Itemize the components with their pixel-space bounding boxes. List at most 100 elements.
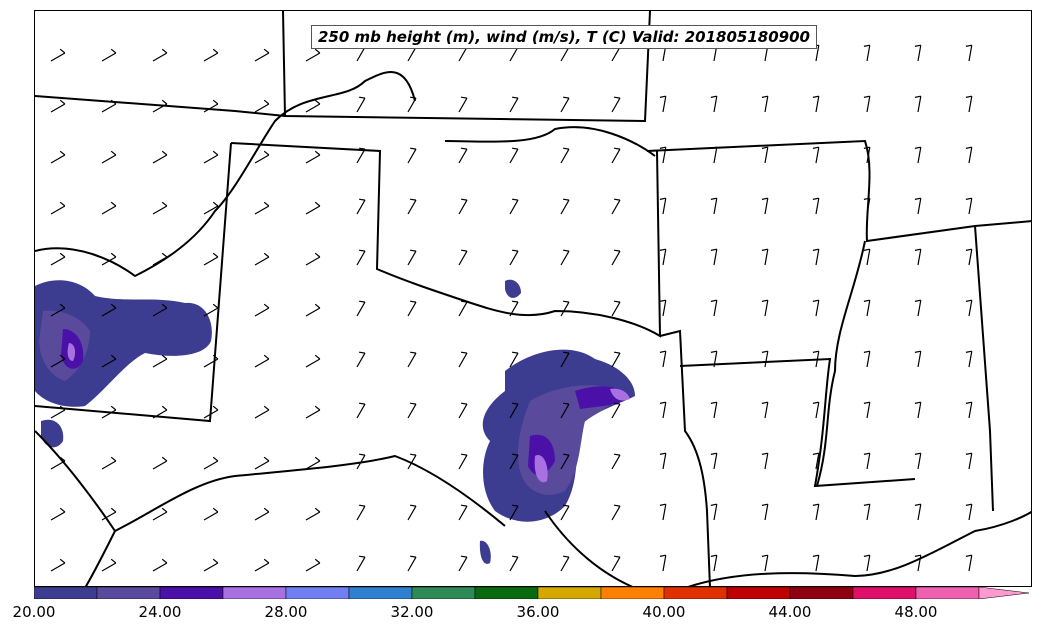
wind-speed-shading: [35, 279, 635, 564]
wind-barb: [965, 452, 973, 470]
wind-barb: [914, 44, 922, 62]
wind-barb: [965, 503, 973, 521]
wind-barb: [863, 401, 871, 419]
wind-barb: [611, 351, 621, 368]
jet-peak-west: [67, 343, 76, 361]
colorbar-segment: [663, 587, 728, 599]
red-river: [444, 126, 656, 157]
map-panel: 250 mb height (m), wind (m/s), T (C) Val…: [34, 10, 1032, 587]
wind-barb: [509, 402, 519, 419]
wind-barb: [152, 456, 168, 470]
colorado-river: [35, 71, 416, 278]
wind-barb: [152, 150, 168, 164]
wind-barb: [659, 401, 667, 419]
wind-barb: [863, 146, 871, 164]
wind-barb: [965, 248, 973, 266]
wind-barb: [761, 452, 769, 470]
wind-barb: [152, 201, 168, 215]
wind-barb: [356, 96, 366, 113]
wind-barb: [965, 146, 973, 164]
wind-barb: [710, 197, 718, 215]
colorbar-segment: [159, 587, 224, 599]
wind-barb: [407, 555, 417, 572]
wind-barb: [458, 198, 468, 215]
wind-barb: [458, 504, 468, 521]
wind-barb: [914, 401, 922, 419]
wind-barb: [863, 44, 871, 62]
colorbar-segment: [915, 587, 980, 599]
wind-barb: [659, 146, 667, 164]
wind-barb: [710, 350, 718, 368]
boundaries: [35, 11, 1031, 586]
wind-barb: [407, 96, 417, 113]
wind-barb: [50, 150, 66, 164]
wind-barb: [509, 249, 519, 266]
wind-barb: [356, 198, 366, 215]
wind-barb: [560, 147, 570, 164]
wind-barb: [254, 252, 270, 266]
colorbar-segment: [348, 587, 413, 599]
wind-barb: [50, 252, 66, 266]
wind-barb: [356, 300, 366, 317]
wind-barb: [560, 453, 570, 470]
alabama-line: [974, 225, 994, 512]
wind-barb: [152, 48, 168, 62]
colorbar-tick-label: 28.00: [264, 603, 308, 621]
wind-barb: [50, 48, 66, 62]
wind-barb: [101, 150, 117, 164]
wind-barb: [458, 555, 468, 572]
wind-barb: [356, 402, 366, 419]
wind-barb: [659, 248, 667, 266]
wind-barb: [356, 453, 366, 470]
wind-barb: [407, 249, 417, 266]
wind-barb: [407, 402, 417, 419]
wind-barb: [560, 504, 570, 521]
wind-barb: [203, 252, 219, 266]
wind-barb: [812, 95, 820, 113]
wind-barb: [761, 95, 769, 113]
colorbar-segment: [726, 587, 791, 599]
wind-barb: [659, 197, 667, 215]
wind-barb: [458, 300, 468, 317]
wind-barb: [611, 300, 621, 317]
wind-barb: [509, 453, 519, 470]
wind-barb: [560, 300, 570, 317]
colorbar-segment: [789, 587, 854, 599]
wind-barb: [611, 198, 621, 215]
wind-barb: [965, 197, 973, 215]
wind-barb: [254, 150, 270, 164]
wind-barb: [356, 555, 366, 572]
wind-barbs: [50, 44, 973, 572]
wind-barb: [254, 507, 270, 521]
wind-barb: [611, 402, 621, 419]
wind-barb: [50, 456, 66, 470]
wind-barb: [560, 402, 570, 419]
jet-streak-west: [35, 280, 212, 407]
wind-barb: [305, 48, 321, 62]
louisiana-line: [679, 357, 916, 488]
wind-barb: [305, 252, 321, 266]
wind-barb: [710, 554, 718, 572]
wind-barb: [914, 95, 922, 113]
wind-barb: [50, 303, 66, 317]
mexico-border: [35, 430, 506, 533]
wind-barb: [50, 558, 66, 572]
wind-barb: [407, 351, 417, 368]
wind-barb: [863, 197, 871, 215]
patch-south-tx: [479, 540, 491, 564]
wind-barb: [254, 201, 270, 215]
wind-barb: [254, 303, 270, 317]
wind-barb: [152, 558, 168, 572]
wind-barb: [458, 402, 468, 419]
wind-barb: [305, 405, 321, 419]
wind-barb: [305, 201, 321, 215]
wind-barb: [761, 197, 769, 215]
wind-barb: [914, 554, 922, 572]
wind-barb: [761, 248, 769, 266]
wind-barb: [914, 350, 922, 368]
wind-barb: [101, 201, 117, 215]
wind-barb: [914, 248, 922, 266]
wind-barb: [50, 507, 66, 521]
texas-outline: [659, 329, 711, 586]
wind-barb: [863, 350, 871, 368]
